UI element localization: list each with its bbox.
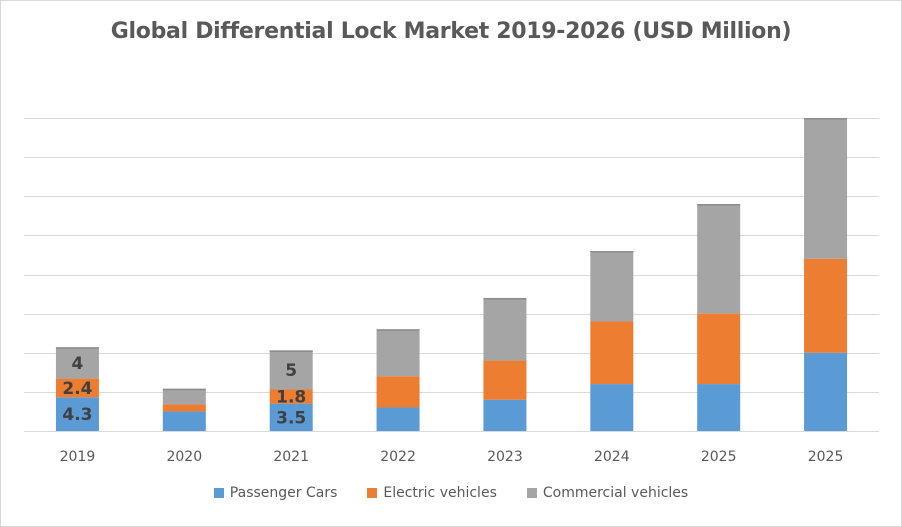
data-label: 4.3 [62, 405, 92, 425]
x-tick-label: 2021 [273, 449, 309, 465]
legend-label: Commercial vehicles [542, 485, 689, 501]
bar-segment-passenger-cars [269, 403, 313, 431]
legend-swatch [367, 488, 378, 498]
x-tick-label: 2023 [487, 449, 523, 465]
bar-segment-passenger-cars [483, 399, 527, 431]
bar-segment-commercial-vehicles [162, 388, 206, 405]
legend-swatch [213, 488, 224, 498]
bar-segment-passenger-cars [804, 352, 848, 431]
gridlines [24, 118, 879, 432]
x-tick-label: 2019 [60, 449, 96, 465]
data-labels: 4.3 2.4 4 3.51.8 5 [62, 354, 306, 428]
bar-segment-electric-vehicles [55, 378, 99, 398]
bar-segment-electric-vehicles [269, 389, 313, 404]
legend-swatch [526, 488, 537, 498]
bar-segment-electric-vehicles [162, 404, 206, 412]
bar-segment-electric-vehicles [483, 360, 527, 400]
bar-segment-commercial-vehicles [804, 118, 848, 259]
bar-segment-commercial-vehicles [55, 347, 99, 379]
bar-segment-commercial-vehicles [697, 204, 741, 314]
bar-segment-commercial-vehicles [269, 350, 313, 390]
bar-segment-passenger-cars [697, 384, 741, 431]
bar-top-edge [376, 329, 420, 331]
bar-top-edge [697, 204, 741, 206]
x-tick-label: 2024 [594, 449, 630, 465]
x-tick-label: 2025 [808, 449, 844, 465]
bar-segment-electric-vehicles [590, 321, 634, 385]
x-tick-label: 2020 [166, 449, 202, 465]
x-axis-tick-labels: 2019 2020 2021 2022 2023 2024 2025 2025 [60, 449, 844, 465]
bar-top-edge [162, 388, 206, 391]
bar-segment-passenger-cars [55, 397, 99, 431]
bar-top-edge [55, 347, 99, 349]
chart-plot-area: 4.32.443.51.85 2019 2020 2021 2022 2023 2024 2… [24, 118, 879, 465]
chart-title: Global Differential Lock Market 2019-202… [110, 19, 792, 44]
legend-label: Electric vehicles [383, 485, 497, 501]
legend-item-electric-vehicles: Electric vehicles [367, 485, 497, 501]
bar-segment-commercial-vehicles [483, 297, 527, 361]
data-label: 3.5 [276, 408, 306, 428]
bar-top-edge [804, 118, 848, 120]
bar-segment-electric-vehicles [804, 258, 848, 353]
bar-segment-electric-vehicles [376, 376, 420, 408]
bar-top-edge [269, 350, 313, 352]
data-label: 2.4 [62, 379, 92, 399]
bar-segment-electric-vehicles [697, 313, 741, 385]
bars [55, 118, 848, 431]
data-label: 5 [285, 361, 297, 381]
legend-item-commercial-vehicles: Commercial vehicles [526, 485, 689, 501]
bar-top-edge [483, 297, 527, 300]
bar-segment-commercial-vehicles [590, 251, 634, 322]
chart-legend: Passenger Cars Electric vehicles Commercia… [1, 485, 901, 501]
bar-segment-passenger-cars [590, 384, 634, 431]
x-tick-label: 2025 [701, 449, 737, 465]
bar-segment-passenger-cars [162, 411, 206, 431]
legend-item-passenger-cars: Passenger Cars [213, 485, 338, 501]
legend-label: Passenger Cars [229, 485, 338, 501]
bar-segment-passenger-cars [376, 407, 420, 431]
bar-top-edge [590, 251, 634, 253]
bar-segment-commercial-vehicles [376, 329, 420, 377]
data-label: 1.8 [276, 388, 306, 408]
x-tick-label: 2022 [380, 449, 416, 465]
data-label: 4 [72, 354, 84, 374]
